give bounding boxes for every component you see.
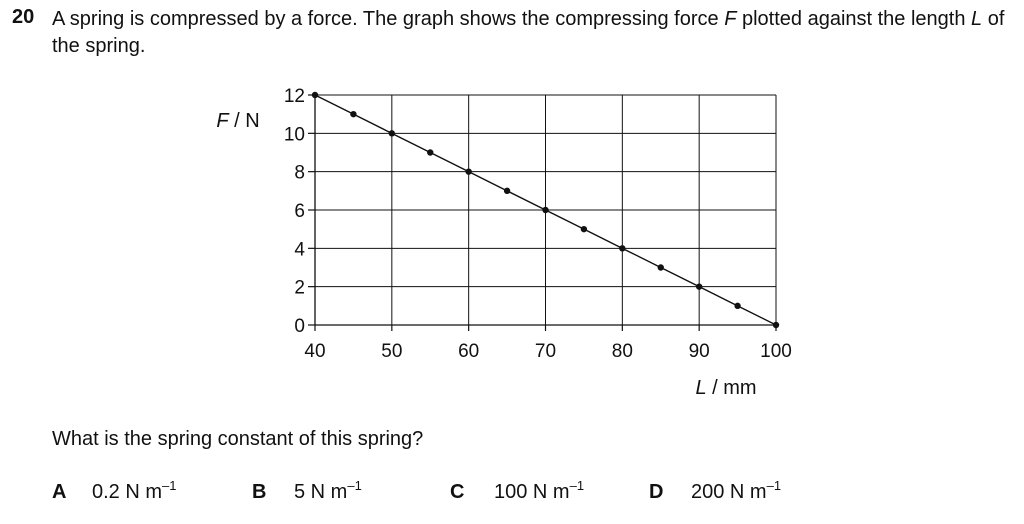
x-tick-label: 50 (381, 341, 402, 362)
option-value: 0.2 N m (92, 481, 163, 503)
stem-text-3: of the spring. (52, 8, 1005, 57)
y-tick-label: 2 (294, 278, 305, 299)
data-point (542, 206, 549, 214)
x-tick-label: 90 (689, 341, 710, 362)
stem-text-1: A spring is compressed by a force. The g… (52, 8, 725, 30)
option-value: 200 N m (691, 481, 767, 503)
data-point (311, 91, 319, 99)
x-tick-label: 60 (458, 341, 479, 362)
data-point (695, 283, 703, 290)
option-letter: C (450, 481, 465, 503)
y-tick-label: 0 (294, 316, 305, 337)
option-d[interactable]: D 200 N m–1 (649, 478, 781, 504)
data-point (580, 225, 588, 233)
y-axis-label: F / N (216, 110, 259, 132)
y-tick-label: 6 (294, 201, 305, 222)
force-length-graph: 40 50 60 70 80 90 100 0 2 4 6 8 10 12 F / N L / mm (216, 86, 792, 399)
option-b[interactable]: B 5 N m–1 (252, 478, 362, 504)
question-number: 20 (12, 6, 35, 28)
option-exponent: –1 (162, 478, 177, 493)
option-value: 100 N m (494, 481, 570, 503)
option-letter: D (649, 481, 664, 503)
tick-labels: 40 50 60 70 80 90 100 0 2 4 6 8 10 12 (284, 86, 792, 362)
x-tick-label: 100 (760, 341, 792, 362)
y-tick-label: 8 (294, 163, 305, 184)
data-point (657, 264, 664, 271)
data-point (427, 149, 434, 156)
option-exponent: –1 (569, 478, 585, 493)
question-stem: A spring is compressed by a force. The g… (52, 6, 1012, 60)
option-letter: A (52, 481, 67, 503)
stem-variable-f: F (724, 8, 737, 30)
data-series (311, 91, 780, 329)
data-point (772, 321, 780, 329)
x-tick-label: 40 (304, 341, 325, 362)
tick-marks (308, 94, 777, 331)
option-exponent: –1 (766, 478, 782, 493)
option-a[interactable]: A 0.2 N m–1 (52, 478, 177, 504)
option-c[interactable]: C 100 N m–1 (450, 478, 584, 504)
y-tick-label: 10 (284, 124, 305, 145)
data-point (465, 168, 472, 175)
grid-lines (315, 94, 777, 325)
y-tick-label: 12 (284, 86, 305, 107)
option-letter: B (252, 481, 267, 503)
data-point (503, 187, 511, 195)
stem-variable-l: L (971, 8, 983, 30)
stem-text-2: plotted against the length (736, 8, 972, 30)
data-point (388, 130, 396, 137)
option-exponent: –1 (347, 478, 362, 493)
option-value: 5 N m (294, 481, 348, 503)
data-point (350, 110, 357, 118)
x-tick-label: 80 (612, 341, 633, 362)
question-prompt: What is the spring constant of this spri… (52, 428, 424, 450)
x-axis-label: L / mm (695, 377, 756, 399)
x-tick-label: 70 (535, 341, 556, 362)
y-tick-label: 4 (294, 239, 305, 260)
data-point (734, 302, 741, 310)
data-point (619, 245, 626, 252)
